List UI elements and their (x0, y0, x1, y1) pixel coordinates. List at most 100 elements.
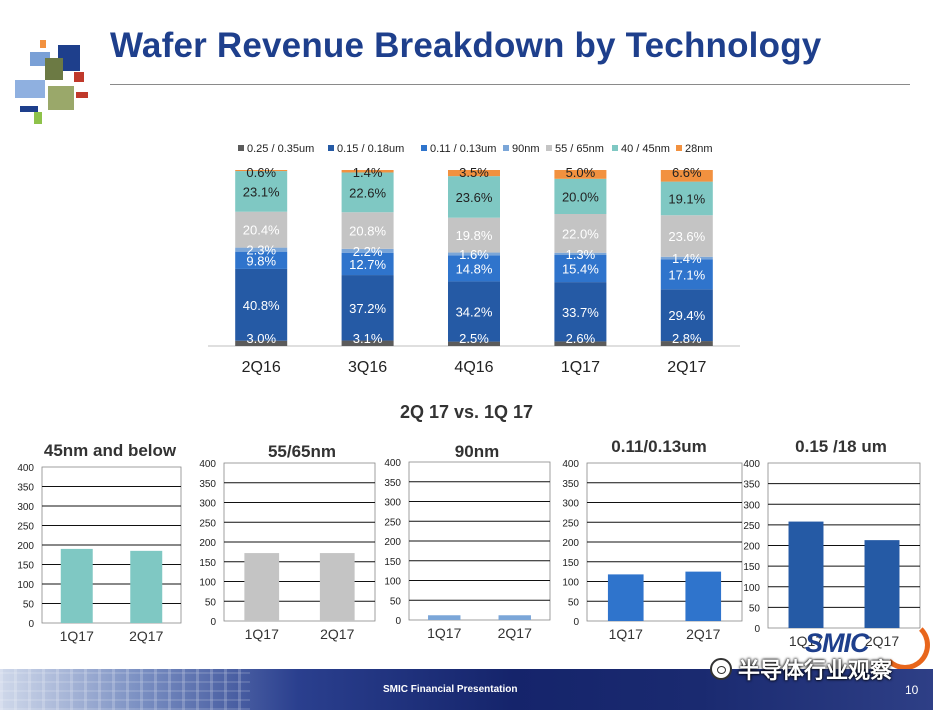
data-label: 19.1% (668, 191, 705, 206)
small-chart-90nm: 90nm 0 50 100 150 200 250 300 350 400 1Q17 2Q17 (384, 442, 551, 641)
legend-label: 0.15 / 0.18um (337, 143, 404, 155)
stacked-bar-segment (554, 282, 607, 342)
y-tick-label: 50 (568, 597, 580, 608)
bar (864, 540, 900, 628)
data-label: 40.8% (243, 298, 280, 313)
stacked-bar-segment (341, 340, 394, 346)
stacked-bar-segment (660, 215, 713, 257)
y-tick-label: 150 (743, 562, 760, 573)
data-label: 1.4% (672, 251, 702, 266)
bar (685, 571, 722, 621)
stacked-bar-segment (235, 251, 288, 269)
data-label: 23.6% (456, 190, 493, 205)
y-tick-label: 100 (17, 580, 34, 591)
data-label: 20.4% (243, 223, 280, 238)
y-tick-label: 200 (199, 538, 216, 549)
y-tick-label: 400 (562, 459, 579, 470)
stacked-bar-segment (554, 341, 607, 346)
stacked-bar-segment (448, 170, 500, 177)
x-tick-label: 1Q17 (789, 633, 823, 649)
y-tick-label: 200 (562, 538, 579, 549)
legend-swatch (421, 145, 427, 151)
legend-swatch (546, 145, 552, 151)
small-chart-0-11-0-13um: 0.11/0.13um 0 50 100 150 200 250 300 350 400 1Q17 2… (562, 437, 743, 642)
y-tick-label: 300 (384, 498, 401, 509)
y-tick-label: 100 (743, 583, 760, 594)
x-tick-label: 1Q17 (60, 628, 94, 644)
stacked-bar-segment (554, 178, 607, 214)
stacked-bar-segment (235, 268, 288, 341)
x-tick-label: 2Q17 (320, 626, 354, 642)
y-tick-label: 50 (390, 596, 402, 607)
comparison-title: 2Q 17 vs. 1Q 17 (399, 402, 534, 422)
x-tick-label: 1Q17 (609, 626, 643, 642)
bar (130, 550, 163, 623)
stacked-bar-segment (554, 252, 607, 256)
data-label: 3.0% (246, 331, 276, 346)
y-tick-label: 400 (384, 458, 401, 469)
stacked-bar-segment (554, 214, 607, 253)
y-tick-label: 0 (754, 624, 760, 635)
y-tick-label: 50 (23, 600, 35, 611)
stacked-bar-segment (448, 176, 500, 218)
bar (607, 574, 644, 621)
bar (788, 521, 824, 628)
data-label: 6.6% (672, 165, 702, 180)
y-tick-label: 300 (743, 500, 760, 511)
data-label: 19.8% (456, 228, 493, 243)
data-label: 1.3% (566, 247, 596, 262)
data-label: 22.0% (562, 226, 599, 241)
data-label: 20.8% (349, 224, 386, 239)
y-tick-label: 350 (199, 479, 216, 490)
x-tick-label: 1Q17 (561, 359, 600, 376)
brand-logo: SMIC (805, 628, 869, 658)
y-tick-label: 250 (17, 522, 34, 533)
y-tick-label: 400 (17, 463, 34, 474)
data-label: 20.0% (562, 189, 599, 204)
data-label: 0.6% (246, 165, 276, 180)
y-tick-label: 100 (384, 577, 401, 588)
stacked-bar-segment (448, 252, 500, 256)
y-tick-label: 0 (210, 617, 216, 628)
watermark: 半导体行业观察 (710, 654, 892, 684)
stacked-bar-segment (341, 275, 394, 341)
data-label: 29.4% (668, 308, 705, 323)
legend-swatch (503, 145, 509, 151)
x-tick-label: 3Q16 (348, 359, 387, 376)
stacked-bar-chart: 0.25 / 0.35um 0.15 / 0.18um 0.11 / 0.13um 9… (208, 143, 740, 376)
legend-swatch (238, 145, 244, 151)
x-tick-label: 2Q17 (686, 626, 720, 642)
small-chart-45nm: 45nm and below 0 50 100 150 200 250 300 350 400 1Q… (17, 441, 182, 644)
stacked-bar-segment (660, 289, 713, 342)
bar (319, 553, 355, 621)
data-label: 23.1% (243, 184, 280, 199)
watermark-text: 半导体行业观察 (738, 659, 893, 684)
bar (428, 615, 461, 620)
small-chart-title: 45nm and below (44, 441, 177, 460)
y-tick-label: 350 (743, 480, 760, 491)
y-tick-label: 0 (28, 619, 34, 630)
data-label: 2.6% (566, 331, 596, 346)
legend-label: 0.11 / 0.13um (430, 143, 496, 155)
stacked-bar-segment (448, 217, 500, 253)
stacked-bar-segment (341, 170, 394, 173)
y-tick-label: 300 (562, 499, 579, 510)
small-chart-title: 0.15 /18 um (795, 437, 887, 456)
x-tick-label: 1Q17 (245, 626, 279, 642)
data-label: 1.4% (353, 165, 383, 180)
y-tick-label: 200 (17, 541, 34, 552)
stacked-bar-segment (235, 247, 288, 252)
page-title: Wafer Revenue Breakdown by Technology (110, 26, 822, 65)
data-label: 2.3% (246, 243, 276, 258)
y-tick-label: 100 (199, 578, 216, 589)
page-number: 10 (905, 683, 919, 697)
data-label: 12.7% (349, 257, 386, 272)
y-tick-label: 150 (384, 557, 401, 568)
footer-text: SMIC Financial Presentation (383, 684, 518, 695)
y-tick-label: 300 (199, 499, 216, 510)
data-label: 34.2% (456, 305, 493, 320)
brand-swoosh-icon (880, 620, 930, 670)
y-tick-label: 200 (743, 542, 760, 553)
y-tick-label: 150 (17, 561, 34, 572)
